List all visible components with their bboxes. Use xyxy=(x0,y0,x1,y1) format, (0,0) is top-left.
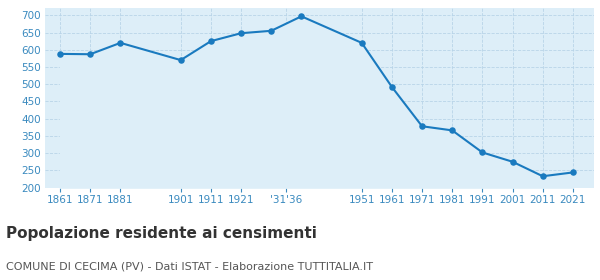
Point xyxy=(357,41,367,45)
Point xyxy=(266,29,276,33)
Point xyxy=(85,52,95,57)
Point xyxy=(206,39,216,43)
Point xyxy=(568,170,578,175)
Point xyxy=(417,124,427,129)
Point xyxy=(387,85,397,89)
Point xyxy=(55,52,65,56)
Point xyxy=(508,160,517,164)
Point xyxy=(176,58,185,62)
Point xyxy=(538,174,548,178)
Point xyxy=(116,41,125,45)
Text: Popolazione residente ai censimenti: Popolazione residente ai censimenti xyxy=(6,226,317,241)
Point xyxy=(236,31,246,36)
Text: COMUNE DI CECIMA (PV) - Dati ISTAT - Elaborazione TUTTITALIA.IT: COMUNE DI CECIMA (PV) - Dati ISTAT - Ela… xyxy=(6,262,373,272)
Point xyxy=(448,128,457,133)
Point xyxy=(296,14,306,18)
Point xyxy=(478,150,487,155)
